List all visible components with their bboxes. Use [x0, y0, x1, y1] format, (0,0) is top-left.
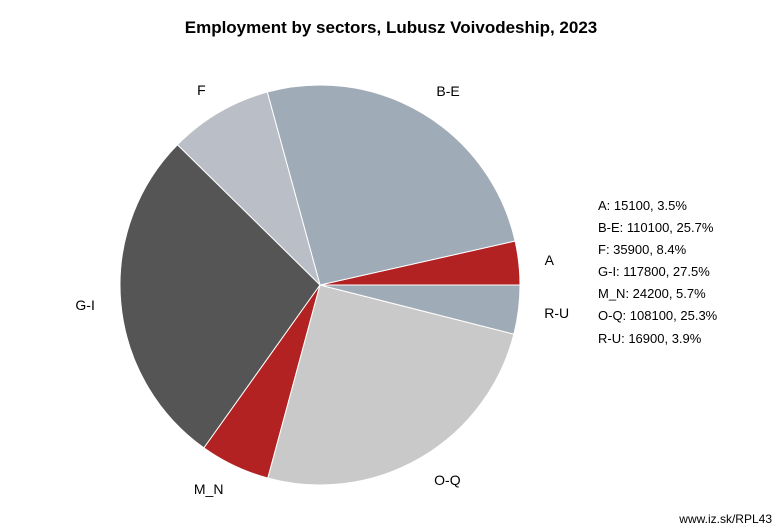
legend-line: O-Q: 108100, 25.3% [598, 305, 717, 327]
legend-line: M_N: 24200, 5.7% [598, 283, 717, 305]
legend: A: 15100, 3.5%B-E: 110100, 25.7%F: 35900… [598, 195, 717, 350]
slice-label-b-e: B-E [436, 83, 459, 99]
source-url: www.iz.sk/RPL43 [679, 512, 772, 526]
legend-line: G-I: 117800, 27.5% [598, 261, 717, 283]
chart-canvas: Employment by sectors, Lubusz Voivodeshi… [0, 0, 782, 532]
legend-line: A: 15100, 3.5% [598, 195, 717, 217]
slice-label-r-u: R-U [544, 305, 569, 321]
legend-line: B-E: 110100, 25.7% [598, 217, 717, 239]
slice-label-a: A [545, 252, 554, 268]
slice-label-o-q: O-Q [434, 472, 460, 488]
slice-label-g-i: G-I [55, 297, 95, 313]
legend-line: F: 35900, 8.4% [598, 239, 717, 261]
legend-line: R-U: 16900, 3.9% [598, 328, 717, 350]
slice-label-m-n: M_N [183, 481, 223, 497]
slice-label-f: F [166, 82, 206, 98]
